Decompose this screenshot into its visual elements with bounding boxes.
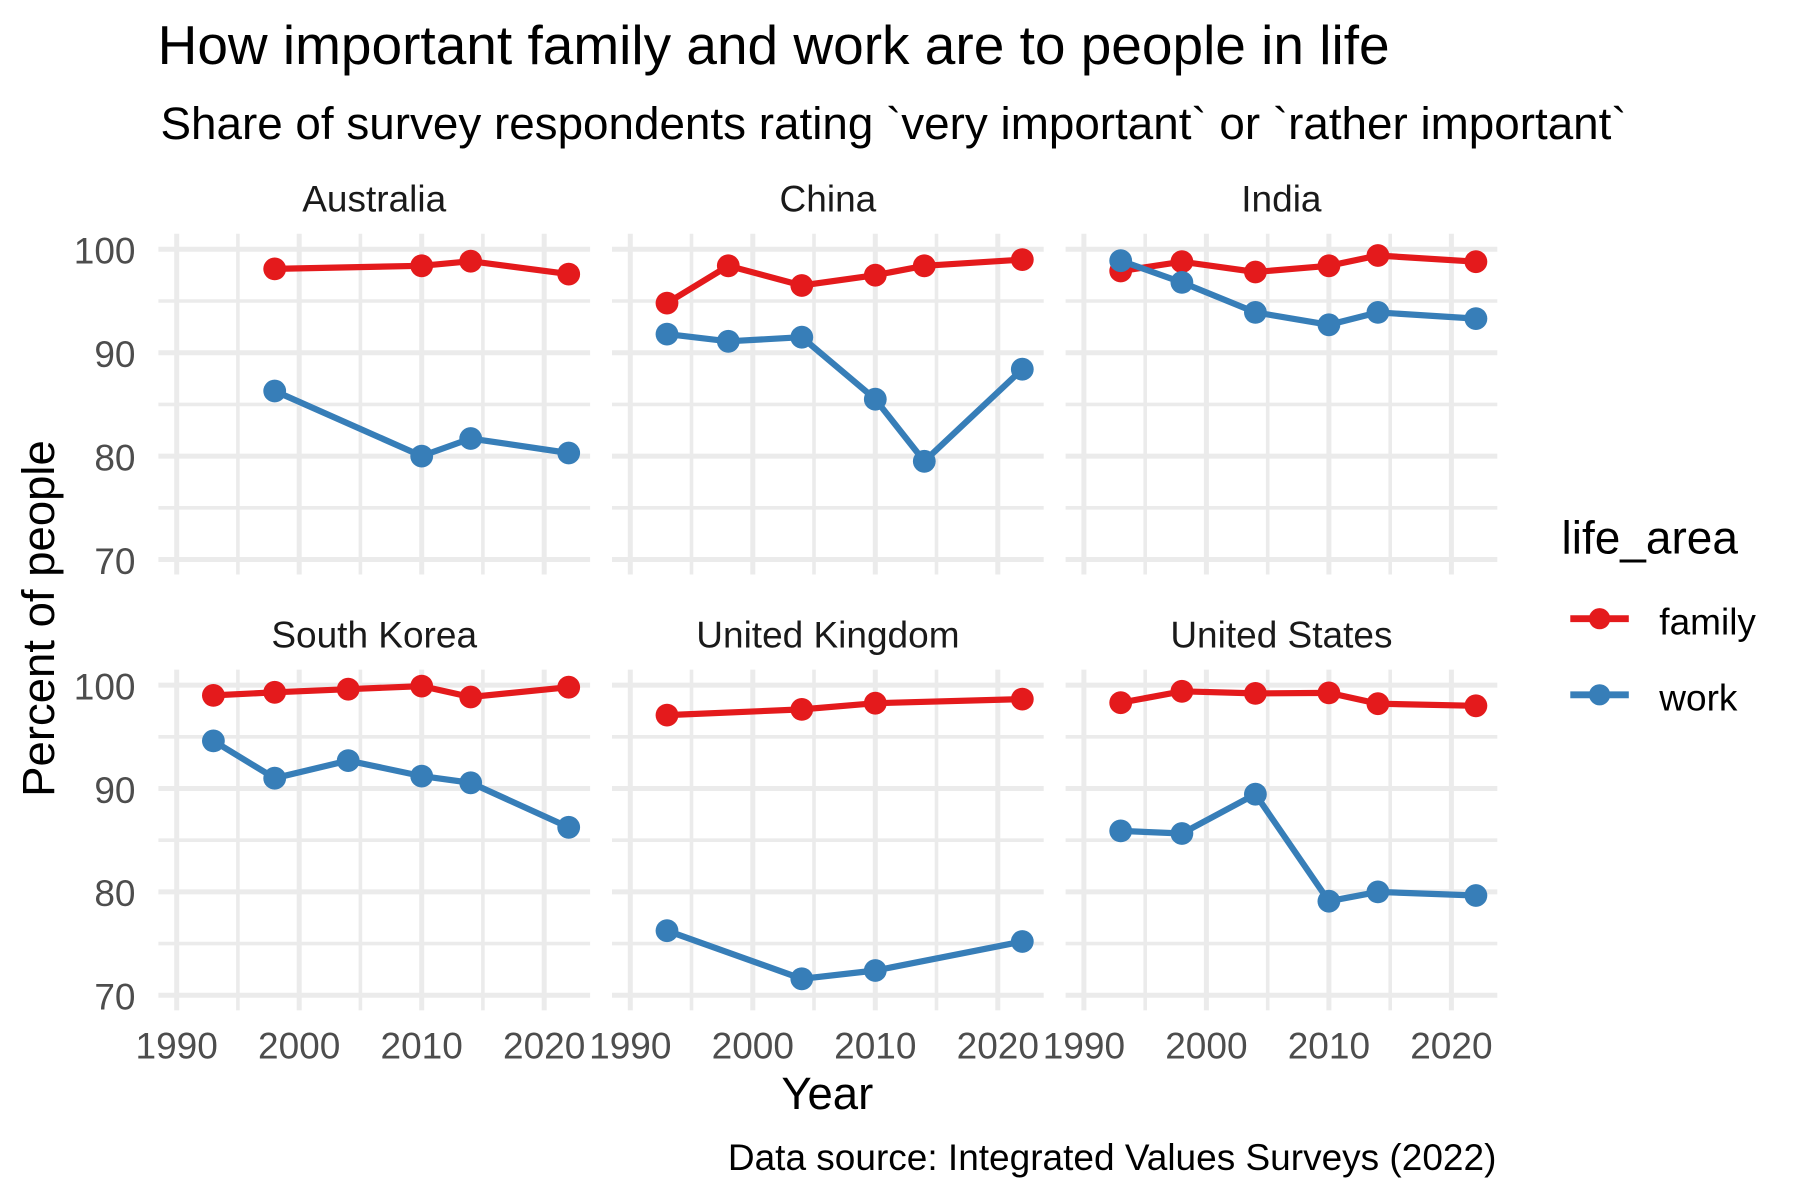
- svg-text:Year: Year: [781, 1068, 873, 1119]
- svg-text:1990: 1990: [136, 1025, 218, 1066]
- svg-text:1990: 1990: [589, 1025, 671, 1066]
- svg-text:work: work: [1658, 677, 1738, 718]
- svg-text:Data source: Integrated Values: Data source: Integrated Values Surveys (…: [728, 1137, 1497, 1178]
- svg-text:United Kingdom: United Kingdom: [696, 615, 959, 656]
- svg-text:life_area: life_area: [1562, 511, 1739, 563]
- svg-text:Percent of people: Percent of people: [13, 440, 64, 797]
- svg-text:China: China: [780, 179, 877, 220]
- svg-text:2010: 2010: [381, 1025, 463, 1066]
- svg-text:2000: 2000: [258, 1025, 340, 1066]
- svg-text:2020: 2020: [957, 1025, 1039, 1066]
- svg-text:Australia: Australia: [302, 179, 446, 220]
- svg-text:family: family: [1659, 601, 1756, 642]
- svg-text:100: 100: [74, 231, 136, 272]
- svg-text:Share of survey respondents ra: Share of survey respondents rating `very…: [161, 98, 1627, 149]
- svg-text:2020: 2020: [1410, 1025, 1492, 1066]
- svg-text:India: India: [1241, 179, 1322, 220]
- svg-text:United States: United States: [1170, 615, 1392, 656]
- svg-text:2010: 2010: [834, 1025, 916, 1066]
- svg-text:2000: 2000: [712, 1025, 794, 1066]
- svg-text:90: 90: [94, 770, 135, 811]
- svg-text:100: 100: [74, 666, 136, 707]
- svg-text:How important family and work: How important family and work are to peo…: [158, 14, 1390, 76]
- svg-text:1990: 1990: [1043, 1025, 1125, 1066]
- svg-text:70: 70: [94, 977, 135, 1018]
- svg-text:South Korea: South Korea: [271, 615, 477, 656]
- svg-text:90: 90: [94, 334, 135, 375]
- svg-text:80: 80: [94, 437, 135, 478]
- svg-text:80: 80: [94, 873, 135, 914]
- svg-text:2020: 2020: [503, 1025, 585, 1066]
- svg-text:2010: 2010: [1288, 1025, 1370, 1066]
- svg-text:70: 70: [94, 541, 135, 582]
- svg-text:2000: 2000: [1165, 1025, 1247, 1066]
